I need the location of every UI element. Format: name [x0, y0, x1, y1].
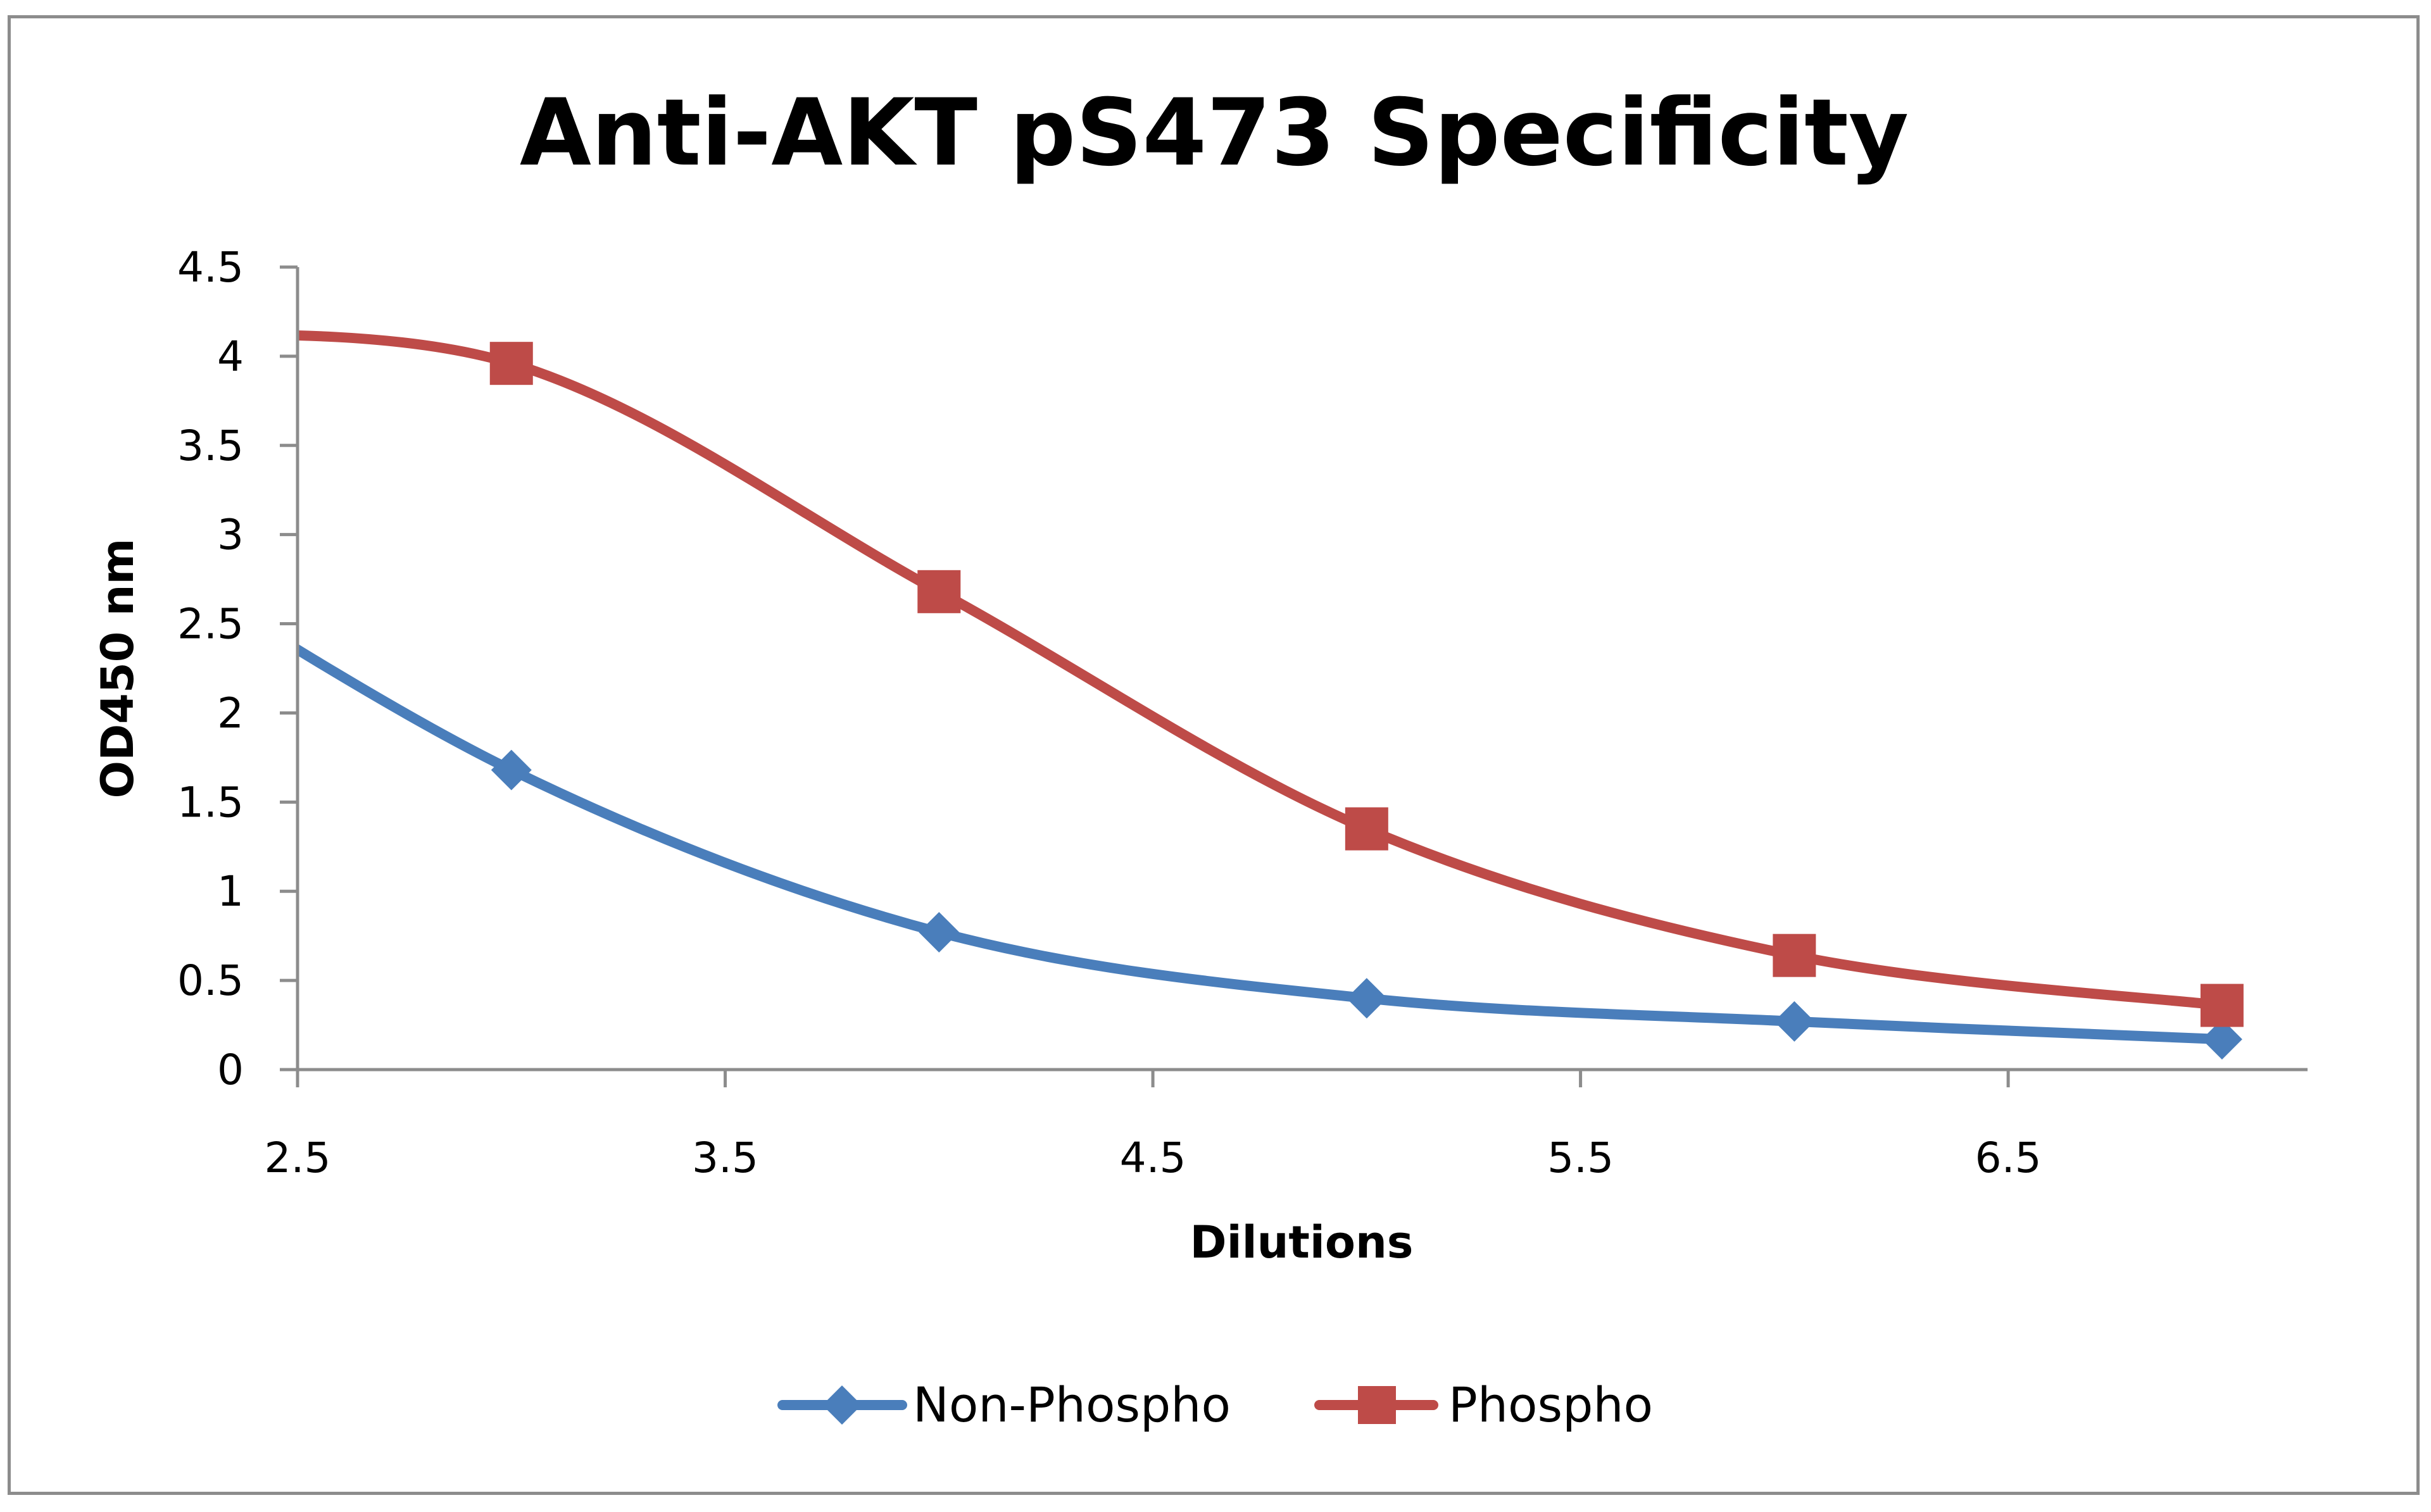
x-tick-label: 4.5 — [1120, 1134, 1186, 1182]
y-tick-label: 4 — [217, 332, 244, 381]
y-tick-label: 2.5 — [177, 600, 244, 649]
data-point-phospho — [489, 342, 533, 385]
series-layer — [298, 330, 2227, 1045]
legend-label-phospho: Phospho — [1448, 1377, 1653, 1433]
data-point-non-phospho — [2201, 1019, 2242, 1060]
y-tick-label: 0.5 — [177, 956, 244, 1005]
y-tick-label: 1.5 — [177, 778, 244, 827]
y-tick-label: 4.5 — [177, 243, 244, 292]
data-point-non-phospho — [1774, 1001, 1815, 1042]
y-tick-label: 3 — [217, 511, 244, 559]
data-point-phospho — [917, 570, 961, 613]
chart-title: Anti-AKT pS473 Specificity — [520, 79, 1909, 187]
y-tick-label: 0 — [217, 1046, 244, 1094]
data-point-non-phospho — [1346, 978, 1387, 1019]
tick-layer: 0 0.5 1 1.5 2 2.5 3 3.5 4 4.5 2.5 3.5 4.5 5.5 6.5 — [177, 243, 2042, 1182]
legend-label-non-phospho: Non-Phospho — [913, 1377, 1231, 1433]
legend-item-phospho: Phospho — [1314, 1377, 1653, 1433]
series-line-phospho — [298, 330, 2227, 1011]
data-point-phospho — [1345, 807, 1388, 851]
y-axis-title: OD450 nm — [92, 539, 144, 799]
x-axis-title: Dilutions — [1190, 1216, 1414, 1268]
y-tick-label: 2 — [217, 689, 244, 737]
data-point-non-phospho — [491, 749, 532, 790]
data-point-non-phospho — [919, 912, 960, 953]
marker-layer — [489, 342, 2244, 1060]
data-point-phospho — [2200, 984, 2244, 1027]
y-tick-label: 3.5 — [177, 422, 244, 470]
legend-marker-phospho — [1358, 1386, 1396, 1424]
data-point-phospho — [1773, 934, 1816, 977]
y-tick-label: 1 — [217, 867, 244, 916]
x-tick-label: 6.5 — [1975, 1134, 2042, 1182]
x-tick-label: 5.5 — [1547, 1134, 1614, 1182]
x-tick-label: 2.5 — [265, 1134, 331, 1182]
legend: Non-Phospho Phospho — [777, 1377, 1653, 1433]
axes-layer — [296, 267, 2308, 1072]
legend-marker-non-phospho — [822, 1385, 862, 1425]
x-tick-label: 3.5 — [692, 1134, 758, 1182]
series-line-non-phospho — [298, 644, 2227, 1045]
legend-item-non-phospho: Non-Phospho — [777, 1377, 1231, 1433]
